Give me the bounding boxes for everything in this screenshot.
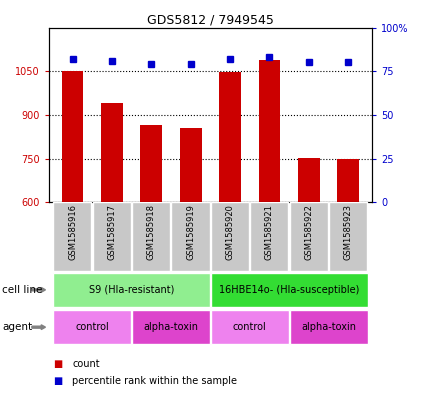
Text: GSM1585919: GSM1585919 [186,204,195,260]
Bar [211,273,368,307]
Bar [298,158,320,202]
Bar [140,125,162,202]
Bar [132,310,210,344]
Bar [289,310,368,344]
Text: control: control [75,322,109,332]
Bar [211,202,249,271]
Bar [180,128,201,202]
Bar [132,202,170,271]
Text: alpha-toxin: alpha-toxin [301,322,356,332]
Bar [211,310,289,344]
Bar [171,202,210,271]
Bar [259,60,280,202]
Text: percentile rank within the sample: percentile rank within the sample [72,376,237,386]
Text: control: control [233,322,266,332]
Text: ■: ■ [53,376,62,386]
Text: GSM1585920: GSM1585920 [226,204,235,260]
Text: S9 (Hla-resistant): S9 (Hla-resistant) [89,285,174,295]
Bar [101,103,123,202]
Text: count: count [72,358,100,369]
Text: GSM1585921: GSM1585921 [265,204,274,260]
Bar [53,273,210,307]
Bar [53,310,131,344]
Bar [219,72,241,202]
Text: GSM1585917: GSM1585917 [108,204,116,261]
Text: GSM1585922: GSM1585922 [304,204,313,260]
Bar [337,159,359,202]
Bar [62,71,83,202]
Bar [289,202,328,271]
Text: cell line: cell line [2,285,42,295]
Text: alpha-toxin: alpha-toxin [144,322,198,332]
Text: GSM1585918: GSM1585918 [147,204,156,261]
Text: 16HBE14o- (Hla-susceptible): 16HBE14o- (Hla-susceptible) [219,285,360,295]
Bar [329,202,367,271]
Text: GSM1585916: GSM1585916 [68,204,77,261]
Bar [53,202,91,271]
Text: GSM1585923: GSM1585923 [344,204,353,261]
Text: ■: ■ [53,358,62,369]
Bar [93,202,131,271]
Bar [250,202,289,271]
Title: GDS5812 / 7949545: GDS5812 / 7949545 [147,13,274,26]
Text: agent: agent [2,322,32,332]
